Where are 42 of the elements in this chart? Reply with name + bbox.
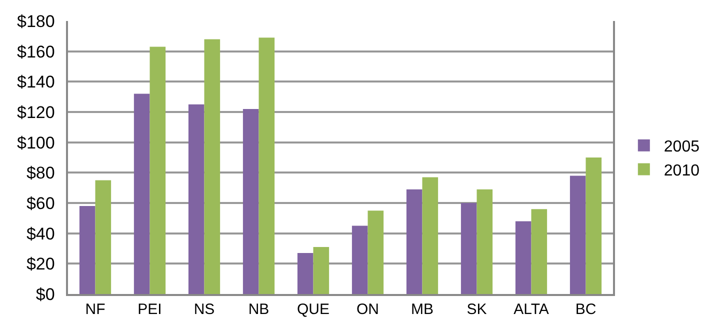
- y-tick-label: $140: [17, 72, 55, 92]
- bar: [368, 210, 384, 294]
- bar: [586, 158, 602, 294]
- bar: [297, 253, 314, 294]
- bar: [406, 189, 422, 294]
- bar: [422, 177, 438, 294]
- y-tick-label: $60: [26, 194, 55, 213]
- x-tick-label: ON: [356, 300, 379, 318]
- bar: [204, 39, 220, 294]
- y-tick-label: $160: [17, 42, 55, 62]
- bar: [134, 94, 150, 294]
- x-tick-label: ALTA: [514, 300, 549, 318]
- y-tick-label: $120: [17, 102, 55, 122]
- bar: [313, 246, 330, 294]
- x-tick-label: NS: [194, 300, 215, 318]
- y-tick-label: $20: [26, 254, 55, 274]
- y-tick-label: $100: [17, 133, 55, 152]
- legend-label: 2005: [664, 138, 700, 156]
- bar: [95, 180, 112, 294]
- x-tick-label: PEI: [138, 300, 162, 318]
- x-tick-label: NB: [248, 300, 270, 318]
- bar: [79, 206, 96, 294]
- bar: [188, 104, 204, 294]
- bar: [531, 209, 548, 294]
- y-tick-label: $180: [17, 12, 55, 31]
- x-tick-label: NF: [85, 300, 106, 318]
- bar: [352, 226, 368, 294]
- bar: [476, 189, 493, 294]
- bar: [570, 176, 586, 294]
- bar: [258, 38, 275, 294]
- x-tick-label: MB: [411, 300, 434, 318]
- bar: [460, 203, 477, 294]
- bar: [150, 46, 166, 294]
- bar: [515, 221, 532, 294]
- x-tick-label: BC: [575, 300, 596, 318]
- legend-label: 2010: [664, 162, 700, 180]
- y-tick-label: $0: [36, 284, 55, 304]
- y-tick-label: $80: [26, 164, 55, 183]
- x-tick-label: SK: [466, 300, 487, 318]
- y-tick-label: $40: [26, 224, 55, 244]
- x-tick-label: QUE: [296, 300, 330, 318]
- bar: [242, 108, 259, 294]
